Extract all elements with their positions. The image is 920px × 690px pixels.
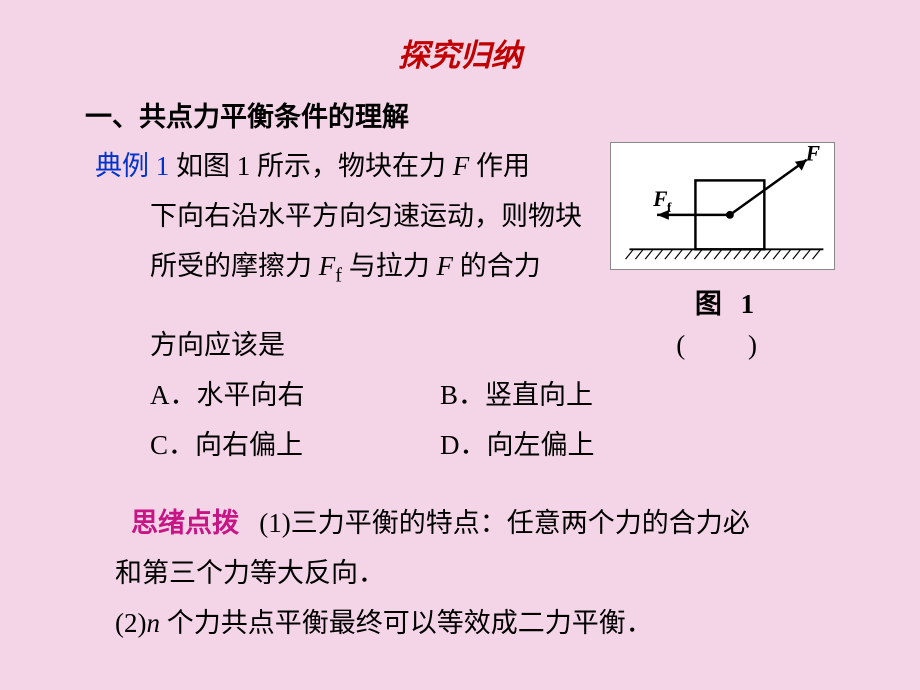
hint-line-1: 思绪点拨 (1)三力平衡的特点：任意两个力的合力必: [115, 499, 845, 549]
option-b: B．竖直向上: [440, 371, 593, 421]
option-d: D．向左偏上: [440, 421, 595, 471]
svg-text:F: F: [652, 187, 668, 211]
answer-parentheses: ( ): [676, 321, 845, 371]
hint-block: 思绪点拨 (1)三力平衡的特点：任意两个力的合力必 和第三个力等大反向． (2)…: [95, 499, 845, 649]
hint-line-2: (2)n 个力共点平衡最终可以等效成二力平衡．: [115, 599, 845, 649]
example-line-2: 下向右沿水平方向匀速运动，则物块: [95, 192, 600, 242]
option-a: A．水平向右: [150, 371, 440, 421]
example-label: 典例 1: [95, 151, 169, 181]
svg-text:f: f: [667, 200, 672, 215]
example-line-4: 方向应该是: [95, 321, 676, 371]
hint-line-1b: 和第三个力等大反向．: [115, 549, 845, 599]
options-row-1: A．水平向右 B．竖直向上: [95, 371, 845, 421]
figure-column: F F f 图 1: [610, 142, 845, 321]
option-c: C．向右偏上: [150, 421, 440, 471]
svg-text:F: F: [805, 143, 821, 166]
example-line-1: 典例 1 如图 1 所示，物块在力 F 作用: [95, 142, 600, 192]
answer-row: 方向应该是 ( ): [95, 321, 845, 371]
options-row-2: C．向右偏上 D．向左偏上: [95, 421, 845, 471]
hint-label: 思绪点拨: [115, 508, 239, 538]
example-line-3: 所受的摩擦力 Ff 与拉力 F 的合力: [95, 242, 600, 295]
figure-diagram: F F f: [610, 142, 835, 270]
figure-caption: 图 1: [610, 282, 845, 321]
text-column: 典例 1 如图 1 所示，物块在力 F 作用 下向右沿水平方向匀速运动，则物块 …: [95, 142, 600, 295]
content-row: 典例 1 如图 1 所示，物块在力 F 作用 下向右沿水平方向匀速运动，则物块 …: [95, 142, 845, 321]
main-title: 探究归纳: [75, 30, 845, 75]
section-heading: 一、共点力平衡条件的理解: [85, 95, 845, 134]
